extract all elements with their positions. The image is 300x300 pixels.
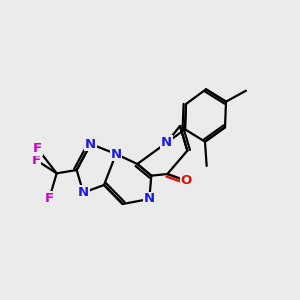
Text: N: N [78, 186, 89, 199]
Text: F: F [33, 142, 42, 155]
Text: F: F [32, 154, 40, 166]
Text: N: N [110, 148, 122, 160]
Text: N: N [161, 136, 172, 149]
Text: O: O [180, 174, 192, 187]
Text: N: N [85, 137, 96, 151]
Text: F: F [45, 192, 54, 205]
Text: N: N [144, 193, 155, 206]
